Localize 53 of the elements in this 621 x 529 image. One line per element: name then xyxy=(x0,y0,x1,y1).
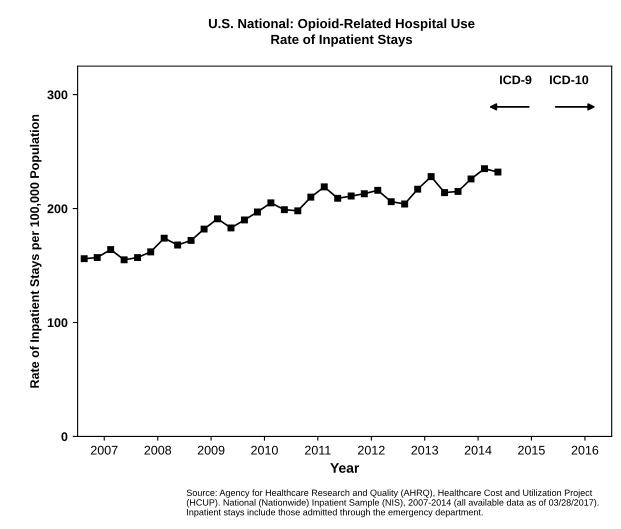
point xyxy=(120,256,128,264)
point xyxy=(188,236,195,244)
x-tick-label: 2009 xyxy=(198,446,224,455)
point xyxy=(428,173,435,180)
x-tick-label: 2010 xyxy=(251,446,278,455)
point xyxy=(214,215,222,222)
point xyxy=(240,216,248,224)
point xyxy=(468,175,475,182)
point xyxy=(401,200,408,208)
point xyxy=(254,208,261,216)
x-tick-label: 2011 xyxy=(305,446,331,455)
point xyxy=(374,186,382,194)
y-tick-label: 200 xyxy=(47,204,68,214)
annotation: ICD-10 xyxy=(550,75,588,84)
point xyxy=(134,254,142,262)
point xyxy=(80,255,88,262)
x-tick-label: 2013 xyxy=(411,446,438,455)
point xyxy=(360,190,368,198)
point xyxy=(414,186,422,193)
point xyxy=(494,168,502,176)
x-tick-label: 2008 xyxy=(144,446,172,455)
point xyxy=(307,194,314,201)
point xyxy=(454,188,462,195)
point xyxy=(147,248,154,256)
point xyxy=(388,198,395,206)
chart-title: U.S. National: Opioid-Related Hospital Use xyxy=(208,18,475,31)
x-tick-label: 2007 xyxy=(90,446,118,455)
point xyxy=(320,183,328,190)
point xyxy=(200,226,208,233)
point xyxy=(94,254,101,262)
point xyxy=(267,199,274,206)
point xyxy=(481,165,488,172)
y-tick-label: 300 xyxy=(47,90,68,100)
point xyxy=(160,234,168,242)
y-tick-label: 0 xyxy=(61,432,68,442)
point xyxy=(334,194,342,202)
point xyxy=(228,224,234,232)
point xyxy=(107,246,114,254)
point xyxy=(174,242,182,248)
point xyxy=(348,192,355,200)
chart-subtitle: Rate of Inpatient Stays xyxy=(271,34,412,47)
x-tick-label: 2014 xyxy=(464,446,492,455)
point xyxy=(294,207,302,214)
x-tick-label: 2016 xyxy=(572,446,598,455)
annotation: ICD-9 xyxy=(500,75,532,84)
source-note: Source: Agency for Healthcare Research and Quality (AHRQ), Healthcare Cost and Utilization Project (HCUP). National (Nationwide) Inpatient Sample (NIS), 2007-2014 (all available data as of 03/28/2017). Inpatient stays include those admitted through the emergency department. xyxy=(186,489,598,518)
x-tick-label: 2012 xyxy=(358,446,385,455)
point xyxy=(280,206,288,214)
y-axis-title: Rate of Inpatient Stays per 100,000 Population xyxy=(30,114,42,388)
x-tick-label: 2015 xyxy=(518,446,545,455)
y-tick-label: 100 xyxy=(48,318,68,328)
point xyxy=(441,189,448,196)
x-axis-title: Year xyxy=(330,463,360,473)
